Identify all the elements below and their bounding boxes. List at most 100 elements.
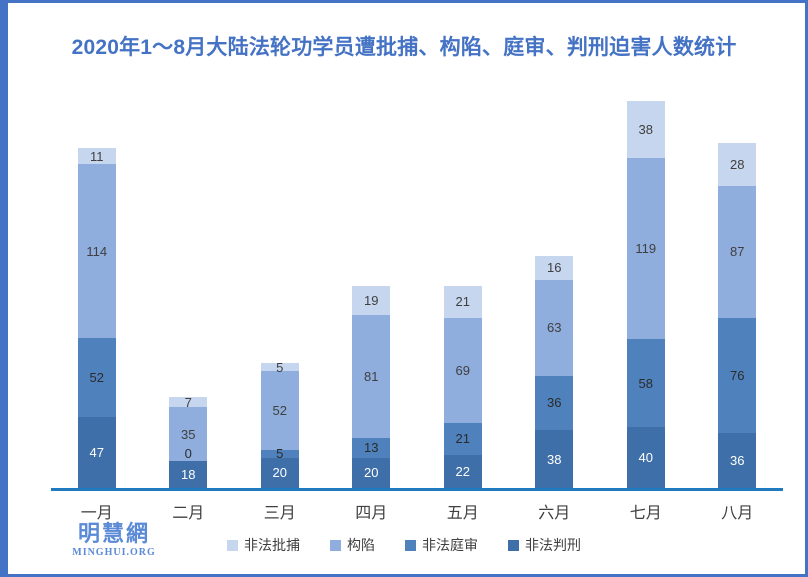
x-axis-label: 四月: [355, 505, 388, 522]
plot-area: 11 114 52 47 7 35 0 18 5 52 5 20 19 81 13 20 21 69 21 22 16 6…: [51, 93, 783, 491]
x-axis-label: 二月: [172, 505, 205, 522]
bar-segment: 52: [260, 371, 299, 451]
bar-segment: 5: [260, 359, 299, 375]
legend-label: 非法庭审: [422, 537, 478, 553]
bar-segment: 21: [443, 285, 482, 318]
bar-column: 11 114 52 47: [77, 147, 116, 488]
bar-segment: 18: [169, 460, 208, 488]
x-axis-line: [51, 488, 783, 491]
legend-item[interactable]: 非法批捕: [227, 535, 300, 555]
bar-segment: 38: [626, 100, 665, 159]
bar-value-label: 40: [638, 450, 653, 466]
bar-segment: 119: [626, 158, 665, 340]
bar-value-label: 35: [181, 426, 196, 442]
bar-value-label: 5: [276, 359, 284, 375]
minghui-logo: 明慧網 MINGHUI.ORG: [59, 523, 169, 558]
logo-chinese-text: 明慧網: [77, 522, 150, 547]
bar-segment: 63: [535, 279, 574, 376]
bar-value-label: 19: [364, 292, 379, 308]
legend-swatch-icon: [330, 539, 341, 551]
x-axis-label: 八月: [721, 505, 754, 522]
x-axis-labels: 一月 二月 三月 四月 五月 六月 七月 八月: [51, 499, 783, 525]
bar-segment: 20: [352, 457, 391, 488]
bar-column: 38 119 58 40: [626, 100, 665, 488]
legend-item[interactable]: 构陷: [330, 535, 375, 555]
bar-segment: 20: [260, 457, 299, 488]
x-axis-label: 一月: [80, 505, 113, 522]
bar-value-label: 76: [730, 368, 745, 384]
bar-segment: 47: [77, 416, 116, 488]
bar-value-label: 119: [635, 241, 657, 257]
legend-label: 构陷: [347, 537, 375, 553]
bar-value-label: 21: [455, 431, 470, 447]
legend-swatch-icon: [405, 539, 416, 551]
bar-segment: 28: [718, 143, 757, 186]
bar-segment: 76: [718, 317, 757, 434]
legend-swatch-icon: [508, 539, 519, 551]
bar-segment: 11: [77, 147, 116, 165]
bar-column: 19 81 13 20: [352, 285, 391, 488]
bar-segment: 69: [443, 317, 482, 423]
bar-segment: 19: [352, 285, 391, 315]
bar-value-label: 81: [364, 368, 379, 384]
bar-value-label: 5: [276, 446, 284, 462]
x-axis-label: 五月: [446, 505, 479, 522]
bar-segment: 21: [443, 422, 482, 455]
bar-segment: 5: [260, 446, 299, 462]
logo-english-text: MINGHUI.ORG: [72, 547, 156, 559]
bar-value-label: 114: [86, 243, 108, 259]
bar-segment: 13: [352, 437, 391, 458]
bar-value-label: 36: [730, 453, 745, 469]
bar-value-label: 28: [730, 156, 745, 172]
legend-item[interactable]: 非法庭审: [405, 535, 478, 555]
x-axis-label: 六月: [538, 505, 571, 522]
bar-value-label: 7: [184, 394, 192, 410]
bar-value-label: 18: [181, 466, 196, 482]
bar-value-label: 13: [364, 440, 379, 456]
x-axis-label: 七月: [629, 505, 662, 522]
bar-value-label: 52: [89, 369, 104, 385]
bar-segment: 114: [77, 164, 116, 338]
bar-value-label: 21: [455, 294, 470, 310]
x-axis-label: 三月: [263, 505, 296, 522]
legend-swatch-icon: [227, 539, 238, 551]
bar-segment: 87: [718, 185, 757, 318]
chart-legend: 非法批捕 构陷 非法庭审 非法判刑: [3, 535, 805, 555]
bar-segment: 7: [169, 394, 208, 410]
bar-value-label: 36: [547, 395, 562, 411]
bar-value-label: 58: [638, 375, 653, 391]
bar-segment: 35: [169, 407, 208, 461]
bar-segment: 22: [443, 454, 482, 488]
bar-value-label: 52: [272, 403, 287, 419]
bar-value-label: 63: [547, 320, 562, 336]
bar-segment: 36: [535, 375, 574, 431]
bar-column: 7 35 0 18: [169, 394, 208, 488]
legend-item[interactable]: 非法判刑: [508, 535, 581, 555]
legend-label: 非法判刑: [525, 537, 581, 553]
bar-value-label: 47: [89, 444, 104, 460]
bar-column: 21 69 21 22: [443, 285, 482, 488]
bar-value-label: 38: [638, 121, 653, 137]
bar-segment: 40: [626, 427, 665, 488]
bar-value-label: 20: [272, 465, 287, 481]
bar-segment: 36: [718, 433, 757, 488]
bar-value-label: 87: [730, 244, 745, 260]
bar-segment: 52: [77, 337, 116, 417]
bar-value-label: 22: [455, 463, 470, 479]
bar-column: 28 87 76 36: [718, 143, 757, 488]
bar-column: 5 52 5 20: [260, 359, 299, 488]
bar-value-label: 16: [547, 260, 562, 276]
bar-segment: 81: [352, 314, 391, 438]
bar-column: 16 63 36 38: [535, 255, 574, 488]
page-title: 2020年1～8月大陆法轮功学员遭批捕、构陷、庭审、判刑迫害人数统计: [71, 36, 737, 59]
bar-value-label: 20: [364, 465, 379, 481]
bar-value-label: 0: [184, 445, 192, 461]
left-accent-bar: [3, 3, 8, 574]
bar-segment: 38: [535, 430, 574, 488]
bar-segment: 16: [535, 255, 574, 280]
bar-value-label: 69: [455, 362, 470, 378]
bar-value-label: 11: [90, 148, 104, 164]
bar-segment: 58: [626, 339, 665, 428]
legend-label: 非法批捕: [244, 537, 300, 553]
